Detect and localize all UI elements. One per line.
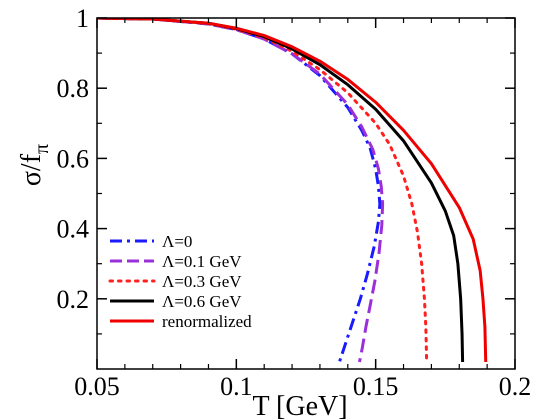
x-tick-label-0: 0.05 (74, 372, 120, 401)
y-tick-label-3: 0.8 (57, 74, 90, 103)
legend-label-1: Λ=0.1 GeV (162, 252, 242, 271)
legend-label-0: Λ=0 (162, 232, 192, 251)
series-line-2 (97, 18, 429, 364)
y-axis-label-sub: π (31, 144, 53, 154)
y-tick-label-0: 0.2 (57, 285, 90, 314)
y-tick-label-2: 0.6 (57, 144, 90, 173)
x-tick-label-1: 0.1 (220, 372, 253, 401)
axes-layer: 0.05 0.1 0.15 0.2 0.2 0.4 0.6 0.8 1 (57, 4, 532, 401)
plot-frame (96, 17, 516, 370)
series-line-0 (97, 18, 382, 363)
y-axis-label-main: σ/f (16, 153, 47, 186)
series-line-4 (97, 18, 488, 363)
legend-label-2: Λ=0.3 GeV (162, 272, 242, 291)
x-tick-label-2: 0.15 (353, 372, 399, 401)
x-tick-label-3: 0.2 (499, 372, 532, 401)
legend-label-3: Λ=0.6 GeV (162, 292, 242, 311)
svg-text:σ/fπ: σ/fπ (16, 144, 53, 186)
y-tick-label-1: 0.4 (57, 215, 90, 244)
x-axis-label: T [GeV] (252, 391, 347, 420)
legend-label-4: renormalized (162, 312, 252, 331)
y-axis-label: σ/fπ (16, 144, 53, 186)
y-tick-label-4: 1 (76, 4, 89, 33)
curves-layer (97, 18, 488, 364)
